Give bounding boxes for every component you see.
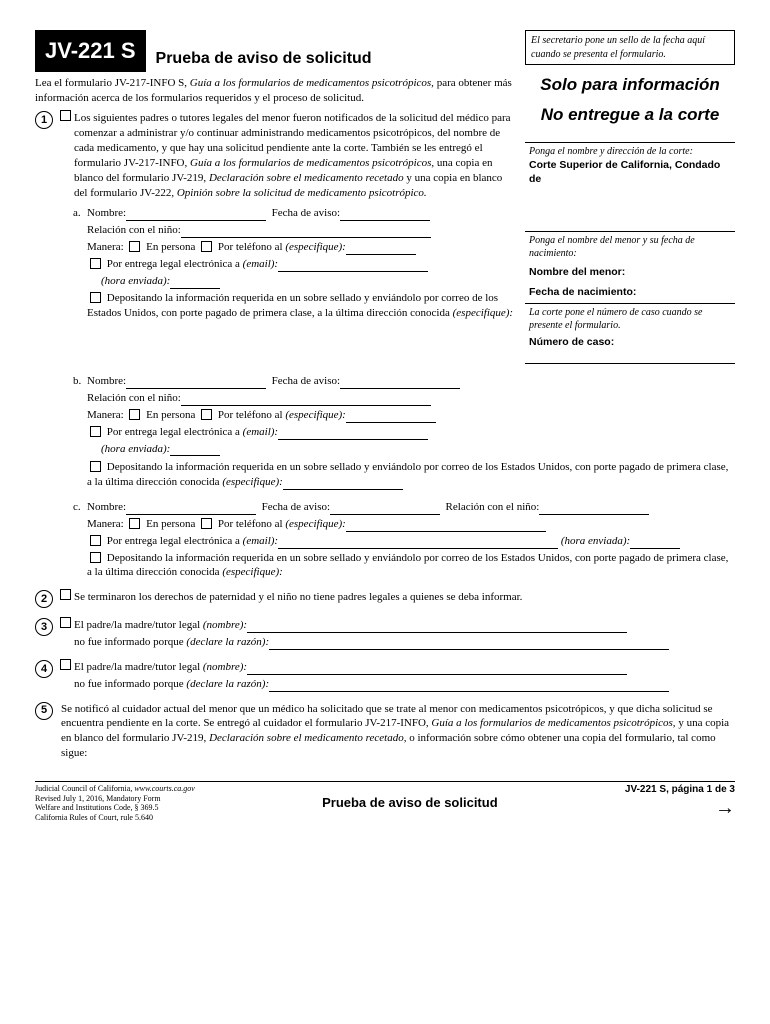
b-nombre-field[interactable] xyxy=(126,377,266,389)
item-1-number: 1 xyxy=(35,111,53,129)
a-relacion-field[interactable] xyxy=(181,226,431,238)
item-3-razon-field[interactable] xyxy=(269,638,669,650)
b-deposit-row: Depositando la información requerida en … xyxy=(73,460,735,490)
c-hora-field[interactable] xyxy=(630,537,680,549)
item-1-checkbox[interactable] xyxy=(60,110,71,121)
a-hora-field[interactable] xyxy=(170,277,220,289)
form-code-badge: JV-221 S xyxy=(35,30,146,72)
c-enpersona-cb[interactable] xyxy=(129,518,140,529)
item-4-nombre-field[interactable] xyxy=(247,663,627,675)
court-box: Ponga el nombre y dirección de la corte:… xyxy=(525,142,735,231)
a-email-field[interactable] xyxy=(278,260,428,272)
c-email-field[interactable] xyxy=(278,537,558,549)
b-email-cb[interactable] xyxy=(90,426,101,437)
subsection-b: b.Nombre: Fecha de aviso: Relación con e… xyxy=(73,374,735,456)
a-deposit-cb[interactable] xyxy=(90,292,101,303)
a-email-cb[interactable] xyxy=(90,258,101,269)
item-3-number: 3 xyxy=(35,618,53,636)
item-1-text: Los siguientes padres o tutores legales … xyxy=(74,111,517,200)
b-deposit-cb[interactable] xyxy=(90,461,101,472)
subsection-a: a.Nombre: Fecha de aviso: Relación con e… xyxy=(73,206,517,320)
a-enpersona-cb[interactable] xyxy=(129,241,140,252)
b-enpersona-cb[interactable] xyxy=(129,409,140,420)
next-page-arrow-icon: → xyxy=(625,796,735,820)
item-3-checkbox[interactable] xyxy=(60,617,71,628)
item-4-text: El padre/la madre/tutor legal (nombre): … xyxy=(74,660,735,692)
item-2-checkbox[interactable] xyxy=(60,589,71,600)
item-2-text: Se terminaron los derechos de paternidad… xyxy=(74,590,735,605)
item-4-razon-field[interactable] xyxy=(269,680,669,692)
c-fecha-field[interactable] xyxy=(330,503,440,515)
c-email-cb[interactable] xyxy=(90,535,101,546)
item-3-nombre-field[interactable] xyxy=(247,621,627,633)
b-telefono-cb[interactable] xyxy=(201,409,212,420)
c-relacion-field[interactable] xyxy=(539,503,649,515)
item-2-number: 2 xyxy=(35,590,53,608)
info-only-box: Solo para información No entregue a la c… xyxy=(525,67,735,140)
item-4-checkbox[interactable] xyxy=(60,659,71,670)
b-telefono-field[interactable] xyxy=(346,411,436,423)
b-fecha-field[interactable] xyxy=(340,377,460,389)
a-telefono-field[interactable] xyxy=(346,243,416,255)
b-relacion-field[interactable] xyxy=(181,394,431,406)
a-fecha-field[interactable] xyxy=(340,209,430,221)
item-3-text: El padre/la madre/tutor legal (nombre): … xyxy=(74,618,735,650)
a-nombre-field[interactable] xyxy=(126,209,266,221)
c-nombre-field[interactable] xyxy=(126,503,256,515)
b-hora-field[interactable] xyxy=(170,444,220,456)
intro-text: Lea el formulario JV-217-INFO S, Guía a … xyxy=(35,76,517,106)
a-telefono-cb[interactable] xyxy=(201,241,212,252)
b-deposit-field[interactable] xyxy=(283,478,403,490)
item-5-number: 5 xyxy=(35,702,53,720)
c-telefono-cb[interactable] xyxy=(201,518,212,529)
case-box: La corte pone el número de caso cuando s… xyxy=(525,303,735,364)
c-telefono-field[interactable] xyxy=(346,520,546,532)
minor-box: Ponga el nombre del menor y su fecha de … xyxy=(525,231,735,303)
clerk-stamp-box: El secretario pone un sello de la fecha … xyxy=(525,30,735,65)
page-footer: Judicial Council of California, www.cour… xyxy=(35,781,735,822)
form-title: Prueba de aviso de solicitud xyxy=(156,48,372,72)
subsection-c: c.Nombre: Fecha de aviso: Relación con e… xyxy=(73,500,735,580)
item-4-number: 4 xyxy=(35,660,53,678)
c-deposit-cb[interactable] xyxy=(90,552,101,563)
b-email-field[interactable] xyxy=(278,428,428,440)
item-5-text: Se notificó al cuidador actual del menor… xyxy=(61,702,735,761)
